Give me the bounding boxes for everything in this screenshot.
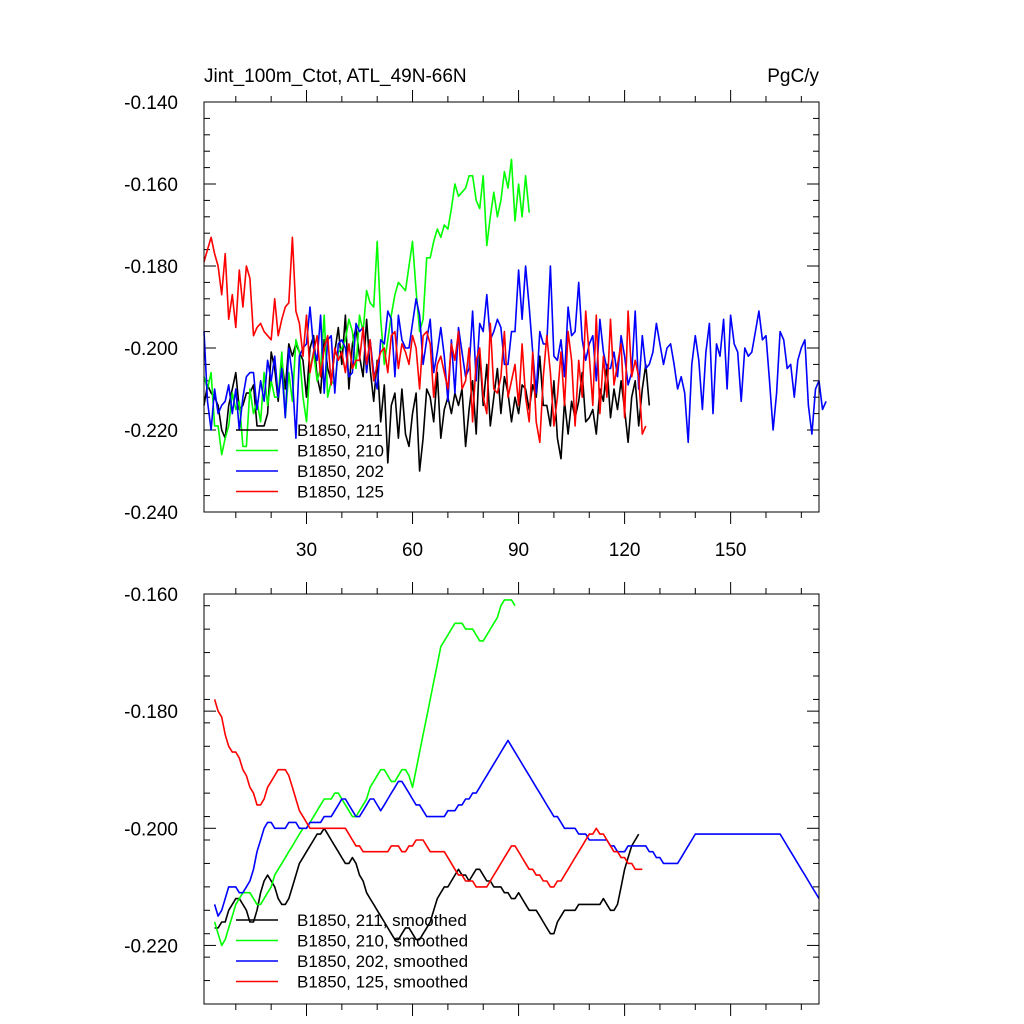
legend-label: B1850, 202, smoothed <box>297 952 468 971</box>
series-line-b1850-125-smoothed <box>213 699 643 888</box>
y-tick-label: -0.180 <box>124 702 178 723</box>
top-panel: Jint_100m_Ctot, ATL_49N-66N PgC/y -0.240… <box>124 66 827 561</box>
y-tick-label: -0.220 <box>124 421 178 442</box>
x-tick-label: 30 <box>296 540 317 561</box>
y-tick-label: -0.140 <box>124 93 178 114</box>
legend-label: B1850, 125 <box>297 483 384 502</box>
y-tick-label: -0.220 <box>124 936 178 957</box>
bottom-panel: -0.220 -0.200 -0.180 -0.160 B1850, 211, smo… <box>124 582 820 1016</box>
top-panel-frame <box>203 101 820 513</box>
legend-label: B1850, 202 <box>297 462 384 481</box>
top-panel-ticks: -0.240 -0.220 -0.200 -0.180 -0.160 -0.140 30 60… <box>124 90 819 561</box>
x-tick-label: 90 <box>508 540 529 561</box>
y-tick-label: -0.180 <box>124 257 178 278</box>
y-tick-label: -0.160 <box>124 175 178 196</box>
y-tick-label: -0.160 <box>124 585 178 606</box>
y-tick-label: -0.240 <box>124 503 178 524</box>
top-panel-units: PgC/y <box>767 66 819 87</box>
legend-label: B1850, 211 <box>297 421 383 440</box>
series-line-b1850-202-smoothed <box>213 739 820 917</box>
top-panel-series <box>203 158 827 472</box>
legend-label: B1850, 210, smoothed <box>297 932 468 951</box>
bottom-panel-frame <box>203 593 820 1005</box>
legend-label: B1850, 210 <box>297 442 384 461</box>
x-tick-label: 150 <box>715 540 747 561</box>
series-line-b1850-210 <box>203 158 530 456</box>
series-line-b1850-211-smoothed <box>214 827 640 941</box>
series-line-b1850-125 <box>203 236 647 444</box>
bottom-panel-ticks: -0.220 -0.200 -0.180 -0.160 <box>124 582 819 1016</box>
legend-label: B1850, 211, smoothed <box>297 911 467 930</box>
series-line-b1850-210-smoothed <box>213 599 516 947</box>
x-tick-label: 60 <box>402 540 423 561</box>
legend-label: B1850, 125, smoothed <box>297 973 468 992</box>
x-tick-label: 120 <box>609 540 641 561</box>
y-tick-label: -0.200 <box>124 339 178 360</box>
y-tick-label: -0.200 <box>124 819 178 840</box>
top-panel-title: Jint_100m_Ctot, ATL_49N-66N <box>204 66 467 87</box>
bottom-panel-legend: B1850, 211, smoothed B1850, 210, smoothed… <box>236 911 468 992</box>
bottom-panel-series <box>213 599 820 947</box>
